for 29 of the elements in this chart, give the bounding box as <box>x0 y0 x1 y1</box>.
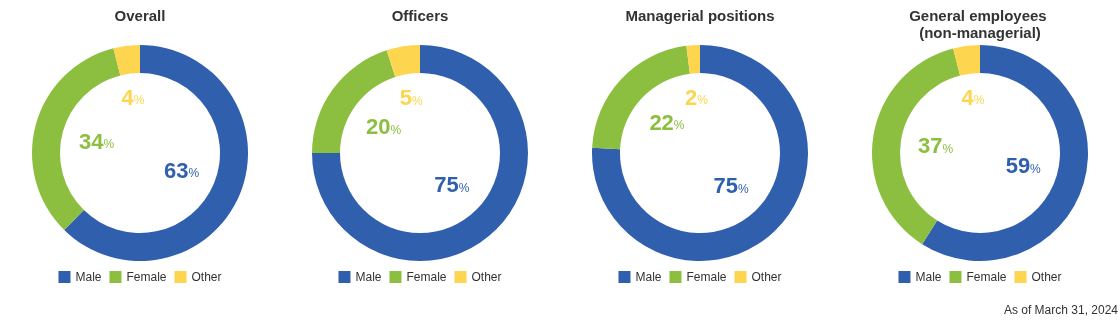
chart-title: Managerial positions <box>625 7 775 24</box>
legend-label: Male <box>635 270 662 284</box>
legend-label: Other <box>191 270 222 284</box>
data-label: 22% <box>649 109 685 135</box>
chart-title: Overall <box>114 7 166 24</box>
legend-label: Male <box>75 270 102 284</box>
data-label: 63% <box>164 157 200 183</box>
legend-label: Female <box>966 270 1007 284</box>
data-label: 20% <box>366 114 402 140</box>
legend-label: Male <box>915 270 942 284</box>
chart-title: Officers <box>391 7 449 24</box>
data-label: 59% <box>1005 153 1042 179</box>
legend-label: Other <box>1031 270 1062 284</box>
data-label: 4% <box>121 84 145 110</box>
legend-label: Other <box>751 270 782 284</box>
legend-label: Female <box>126 270 167 284</box>
chart-title: General employees (non-managerial) <box>909 7 1051 41</box>
text: As of March 31, 2024 <box>1003 303 1119 317</box>
legend-label: Female <box>686 270 727 284</box>
data-label: 34% <box>78 128 115 154</box>
data-label: 75% <box>713 173 749 199</box>
data-label: 75% <box>434 172 470 198</box>
legend-label: Female <box>406 270 447 284</box>
data-label: 37% <box>917 133 954 159</box>
legend-label: Male <box>355 270 382 284</box>
data-label: 2% <box>684 84 709 110</box>
legend-label: Other <box>471 270 502 284</box>
data-label: 5% <box>399 85 424 111</box>
data-label: 4% <box>961 84 985 110</box>
